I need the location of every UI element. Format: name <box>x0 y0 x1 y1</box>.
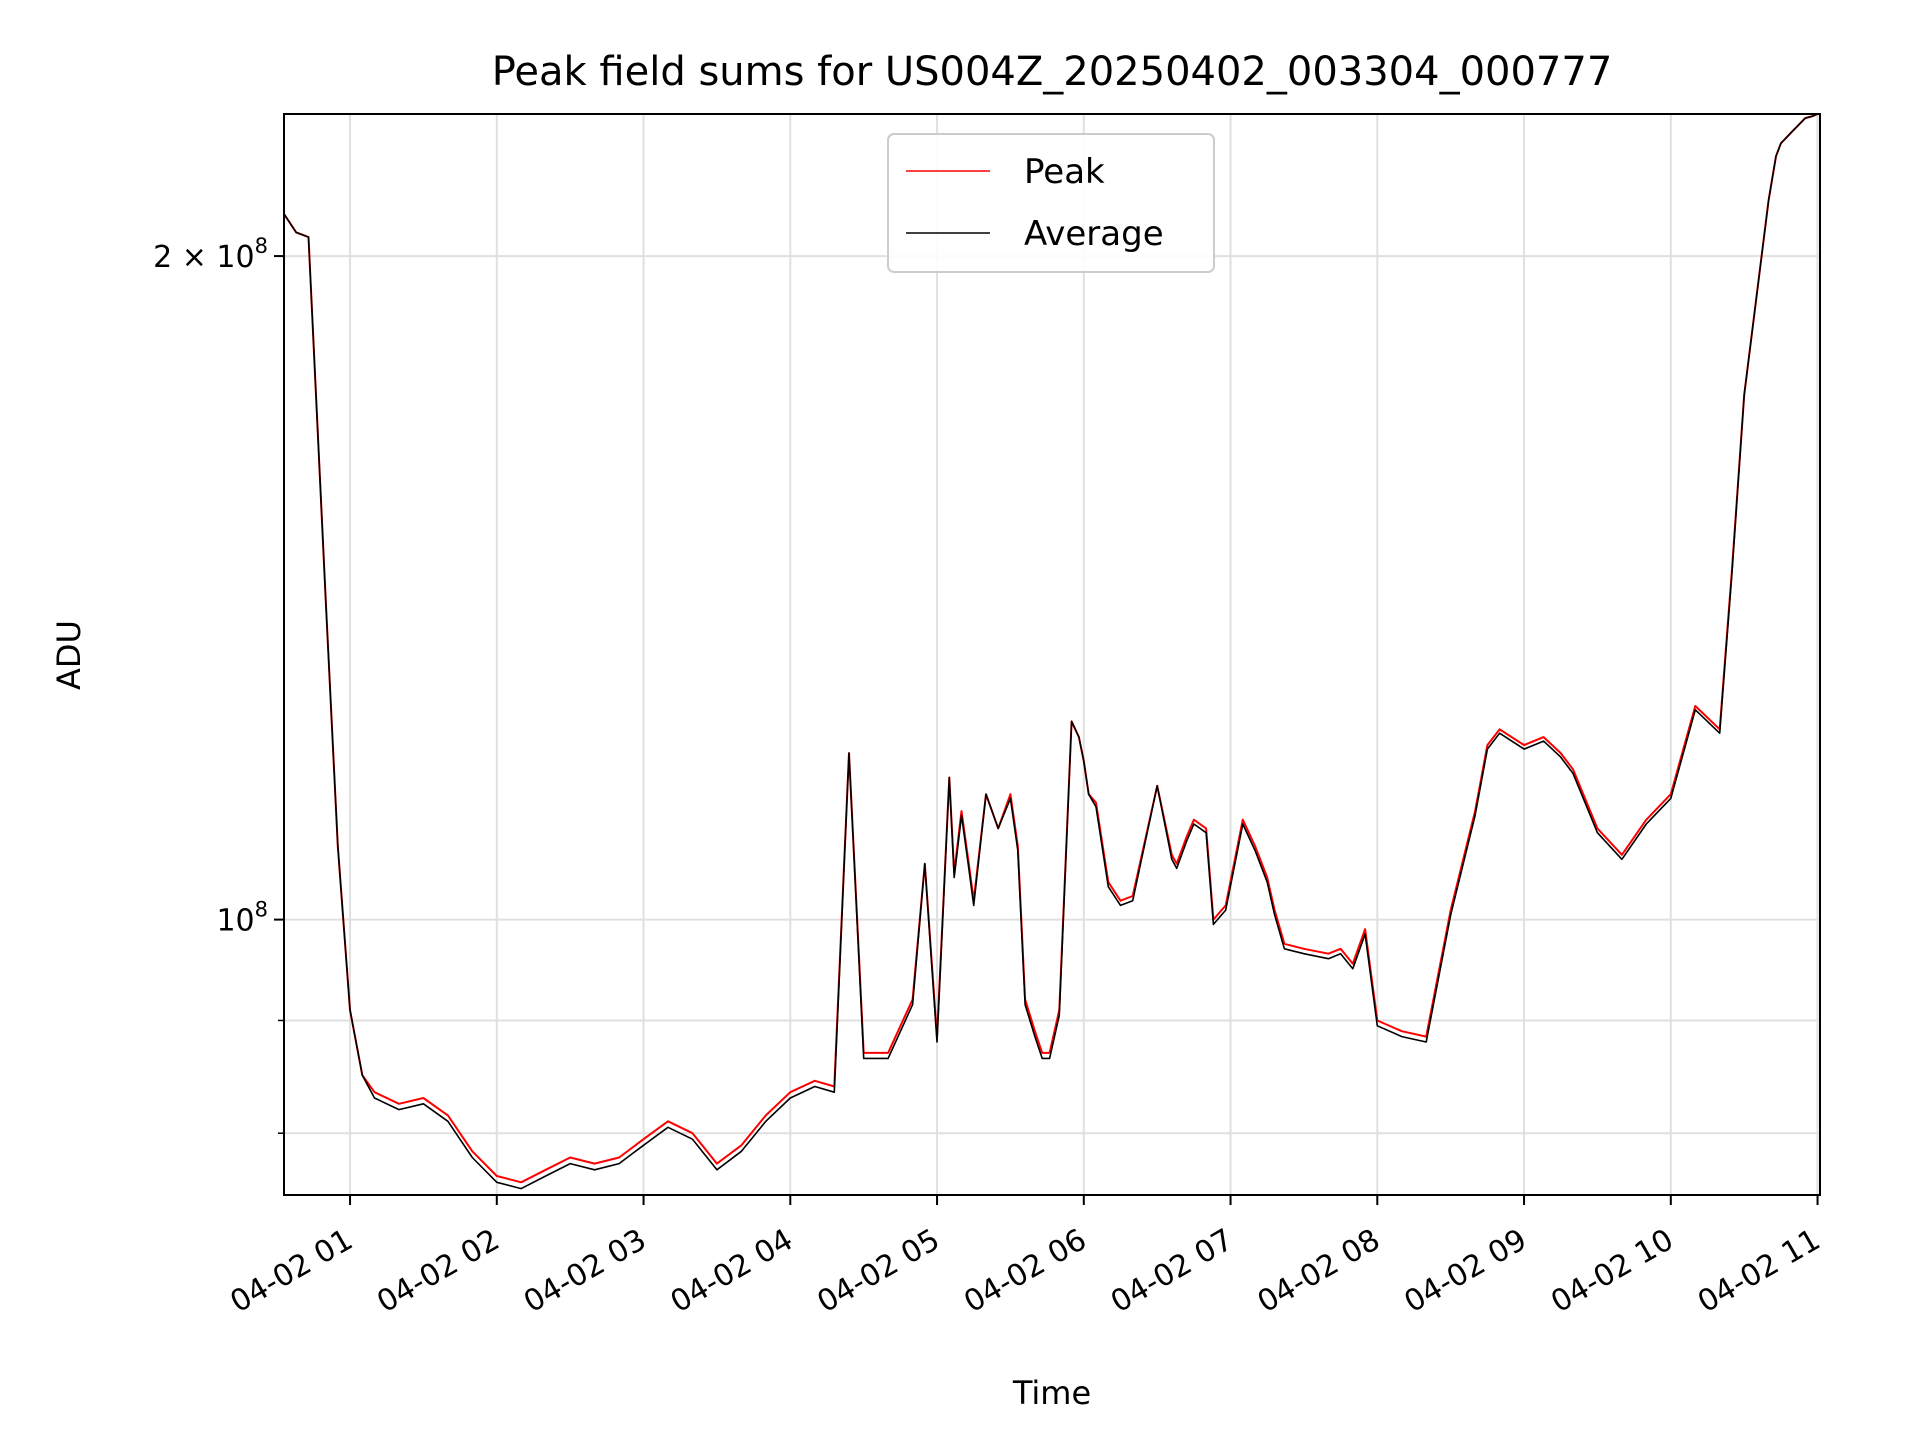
y-tick-label-base: 2 × 10 <box>153 240 254 275</box>
legend-label-peak: Peak <box>1024 152 1105 192</box>
y-tick-label: 2 × 108 <box>153 234 268 275</box>
legend: Peak Average <box>887 133 1215 273</box>
y-tick-label: 108 <box>216 898 268 939</box>
series-line-average <box>283 113 1820 1190</box>
series-layer <box>283 113 1820 1190</box>
y-tick-label-base: 10 <box>216 904 254 939</box>
legend-label-average: Average <box>1024 214 1164 254</box>
x-axis-label: Time <box>1012 1374 1091 1412</box>
y-tick-label-exponent: 8 <box>255 234 268 258</box>
chart-title: Peak field sums for US004Z_20250402_0033… <box>492 49 1613 95</box>
y-axis-label: ADU <box>50 620 88 690</box>
plot-frame <box>283 113 1821 1196</box>
y-tick-label-exponent: 8 <box>255 898 268 922</box>
legend-box <box>887 133 1215 273</box>
